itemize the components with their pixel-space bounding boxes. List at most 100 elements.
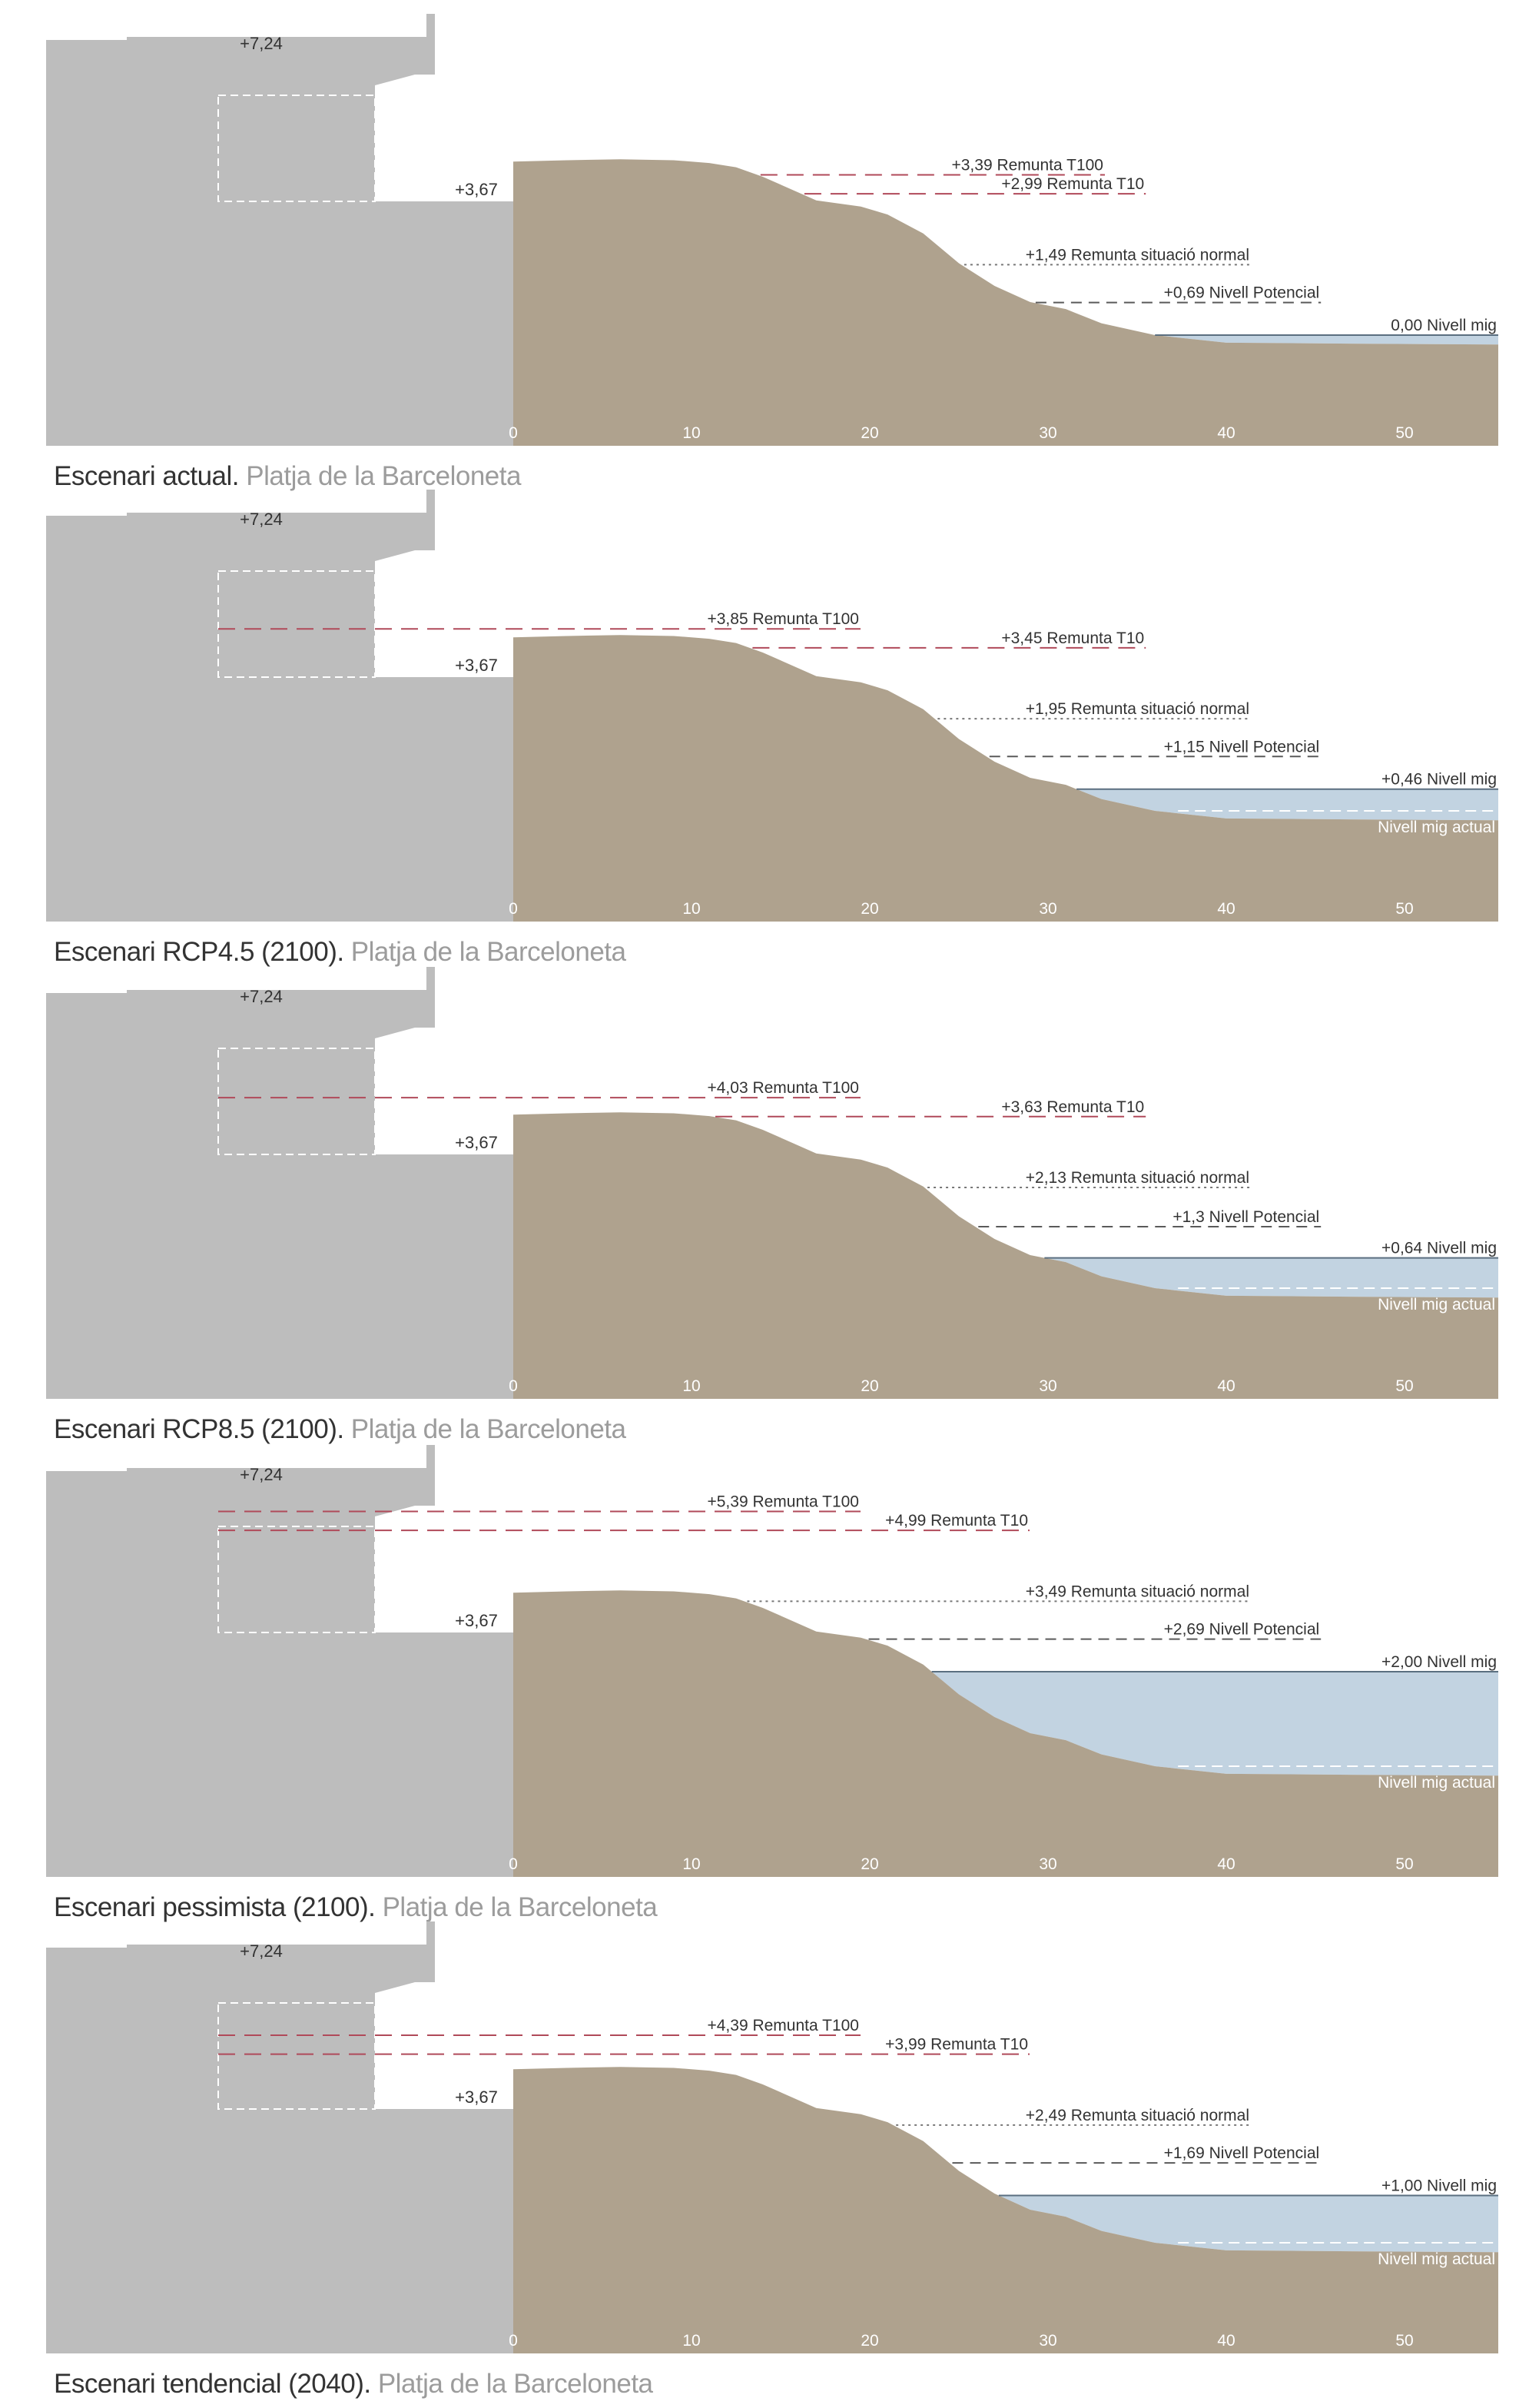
scenario-location: Platja de la Barceloneta <box>239 461 521 491</box>
axis-tick-label: 40 <box>1217 1855 1235 1873</box>
cross-section-diagram: 0 10 20 30 40 50 +7,24 +3,67 +3,85 Remunta T100 +… <box>46 490 1498 922</box>
building-top-elevation: +7,24 <box>240 1941 283 1961</box>
scenario-panel: 0 10 20 30 40 50 +7,24 +3,67 +5,39 Remunta T100 +… <box>0 1445 1529 1923</box>
interior-outline <box>217 95 376 202</box>
axis-tick-label: 50 <box>1395 2332 1413 2350</box>
axis-tick-label: 30 <box>1039 900 1056 918</box>
axis-tick-label: 30 <box>1039 2332 1056 2350</box>
level-label-t10: +3,99 Remunta T10 <box>885 2036 1028 2054</box>
level-label-normal: +3,49 Remunta situació normal <box>1026 1583 1249 1600</box>
building-block <box>46 14 513 446</box>
axis-tick-label: 20 <box>861 900 878 918</box>
building-block <box>46 1445 513 1877</box>
axis-tick-label: 10 <box>682 1855 700 1873</box>
level-label-potential: +1,69 Nivell Potencial <box>1164 2144 1320 2162</box>
level-label-potential: +1,15 Nivell Potencial <box>1164 738 1320 756</box>
level-label-t10: +3,45 Remunta T10 <box>1001 629 1144 647</box>
scenario-location: Platja de la Barceloneta <box>370 2369 653 2399</box>
level-label-normal: +1,95 Remunta situació normal <box>1026 700 1249 718</box>
sea-water <box>1076 789 1498 821</box>
cross-section-diagram: 0 10 20 30 40 50 +7,24 +3,67 +4,03 Remunta T100 +… <box>46 967 1498 1399</box>
interior-outline <box>217 1526 376 1633</box>
level-label-t100: +4,03 Remunta T100 <box>707 1079 859 1097</box>
axis-tick-label: 50 <box>1395 1855 1413 1873</box>
axis-tick-label: 40 <box>1217 2332 1235 2350</box>
level-label-potential: +1,3 Nivell Potencial <box>1172 1208 1319 1226</box>
axis-tick-label: 10 <box>682 424 700 442</box>
scenario-panel: 0 10 20 30 40 50 +7,24 +3,67 +3,39 Remunta T100 +… <box>0 14 1529 492</box>
scenario-panel: 0 10 20 30 40 50 +7,24 +3,67 +4,03 Remunta T100 +… <box>0 967 1529 1445</box>
axis-tick-label: 20 <box>861 1855 878 1873</box>
scenario-panel: 0 10 20 30 40 50 +7,24 +3,67 +4,39 Remunta T100 +… <box>0 1921 1529 2400</box>
interior-outline <box>217 2002 376 2110</box>
scenario-location: Platja de la Barceloneta <box>343 937 626 967</box>
scenario-caption: Escenari RCP4.5 (2100). Platja de la Bar… <box>54 937 626 968</box>
scenario-caption: Escenari actual. Platja de la Barcelonet… <box>54 461 521 492</box>
axis-tick-label: 40 <box>1217 900 1235 918</box>
sea-water <box>1155 335 1498 345</box>
axis-tick-label: 0 <box>509 1855 518 1873</box>
current-mean-level-label: Nivell mig actual <box>1378 2250 1495 2268</box>
axis-tick-label: 30 <box>1039 424 1056 442</box>
current-mean-level-label: Nivell mig actual <box>1378 1774 1495 1792</box>
beach-sand <box>513 1590 1498 1877</box>
cross-section-diagram: 0 10 20 30 40 50+7,24+3,67+3,39 Remunta T100+… <box>46 14 1498 446</box>
building-top-elevation: +7,24 <box>240 1465 283 1484</box>
axis-tick-label: 0 <box>509 1377 518 1395</box>
current-mean-level-label: Nivell mig actual <box>1378 1296 1495 1314</box>
axis-tick-label: 20 <box>861 424 878 442</box>
beach-sand <box>513 159 1498 446</box>
promenade-elevation: +3,67 <box>455 656 498 675</box>
axis-tick-label: 0 <box>509 900 518 918</box>
level-label-t100: +5,39 Remunta T100 <box>707 1493 859 1511</box>
scenario-caption: Escenari tendencial (2040). Platja de la… <box>54 2369 653 2400</box>
axis-tick-label: 0 <box>509 2332 518 2350</box>
scenario-location: Platja de la Barceloneta <box>343 1414 626 1444</box>
current-mean-level-label: Nivell mig actual <box>1378 819 1495 836</box>
axis-tick-label: 50 <box>1395 900 1413 918</box>
cross-section-diagram: 0 10 20 30 40 50 +7,24 +3,67 +5,39 Remunta T100 +… <box>46 1445 1498 1877</box>
scenario-caption: Escenari RCP8.5 (2100). Platja de la Bar… <box>54 1414 626 1445</box>
scenario-title: Escenari pessimista (2100). <box>54 1892 376 1922</box>
level-label-normal: +2,49 Remunta situació normal <box>1026 2107 1249 2124</box>
axis-tick-label: 40 <box>1217 424 1235 442</box>
interior-outline <box>217 570 376 678</box>
axis-tick-label: 10 <box>682 2332 700 2350</box>
level-label-potential: +0,69 Nivell Potencial <box>1164 284 1320 302</box>
level-label-mean: +0,64 Nivell mig <box>1381 1240 1497 1257</box>
level-label-t100: +3,39 Remunta T100 <box>951 157 1103 174</box>
axis-tick-label: 10 <box>682 1377 700 1395</box>
cross-section-diagram: 0 10 20 30 40 50 +7,24 +3,67 +4,39 Remunta T100 +… <box>46 1921 1498 2353</box>
building-block <box>46 490 513 922</box>
scenario-caption: Escenari pessimista (2100). Platja de la… <box>54 1892 658 1923</box>
level-label-t10: +2,99 Remunta T10 <box>1001 175 1144 193</box>
axis-tick-label: 20 <box>861 1377 878 1395</box>
sea-water <box>931 1672 1498 1776</box>
axis-tick-label: 0 <box>509 424 518 442</box>
level-label-normal: +1,49 Remunta situació normal <box>1026 246 1249 264</box>
promenade-elevation: +3,67 <box>455 180 498 199</box>
building-block <box>46 967 513 1399</box>
level-label-normal: +2,13 Remunta situació normal <box>1026 1169 1249 1187</box>
scenario-title: Escenari actual. <box>54 461 240 491</box>
beach-sand <box>513 635 1498 922</box>
promenade-elevation: +3,67 <box>455 1611 498 1630</box>
building-top-elevation: +7,24 <box>240 510 283 529</box>
level-label-mean: +1,00 Nivell mig <box>1381 2177 1497 2195</box>
axis-tick-label: 20 <box>861 2332 878 2350</box>
axis-tick-label: 50 <box>1395 1377 1413 1395</box>
promenade-elevation: +3,67 <box>455 2087 498 2107</box>
level-label-t100: +4,39 Remunta T100 <box>707 2017 859 2034</box>
sea-water <box>998 2195 1498 2253</box>
scenario-panel: 0 10 20 30 40 50 +7,24 +3,67 +3,85 Remunta T100 +… <box>0 490 1529 968</box>
building-top-elevation: +7,24 <box>240 34 283 53</box>
level-label-mean: 0,00 Nivell mig <box>1391 317 1497 334</box>
axis-tick-label: 50 <box>1395 424 1413 442</box>
beach-sand <box>513 1112 1498 1399</box>
interior-outline <box>217 1048 376 1155</box>
building-block <box>46 1921 513 2353</box>
scenario-title: Escenari RCP4.5 (2100). <box>54 937 344 967</box>
scenario-title: Escenari RCP8.5 (2100). <box>54 1414 344 1444</box>
level-label-mean: +2,00 Nivell mig <box>1381 1653 1497 1671</box>
scenario-title: Escenari tendencial (2040). <box>54 2369 371 2399</box>
